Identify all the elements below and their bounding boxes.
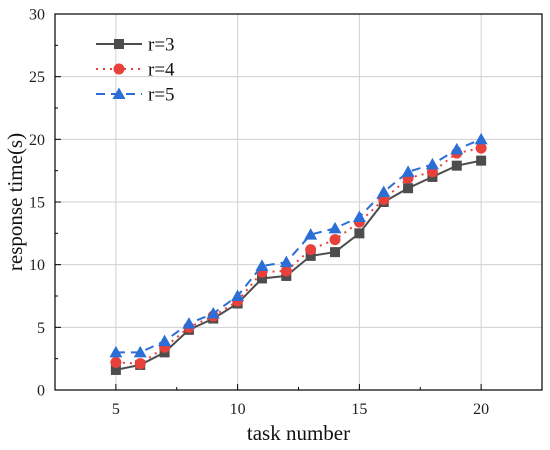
legend-item-r-4: r=4 [96, 60, 175, 81]
x-tick-label: 20 [473, 401, 489, 418]
data-point-r-3 [403, 183, 414, 194]
legend: r=3 r=4 r=5 [96, 35, 175, 106]
data-point-r-3 [354, 228, 365, 239]
data-point-r-5 [304, 228, 318, 240]
legend-label: r=5 [148, 85, 175, 106]
data-point-r-5 [231, 289, 245, 301]
x-tick-label: 15 [351, 401, 367, 418]
legend-label: r=3 [148, 35, 175, 56]
y-tick-label: 30 [29, 7, 45, 24]
y-axis-title: response time(s) [3, 133, 27, 271]
data-point-r-5 [377, 185, 391, 197]
data-point-r-3 [256, 273, 267, 284]
legend-item-r-5: r=5 [96, 85, 175, 106]
y-tick-label: 10 [29, 257, 45, 274]
data-point-r-3 [330, 247, 341, 258]
data-point-r-5 [279, 255, 293, 268]
data-point-r-4 [475, 142, 487, 154]
data-point-r-3 [451, 160, 462, 171]
data-point-r-4 [110, 356, 122, 368]
series-line-r-4 [115, 147, 482, 365]
data-point-r-5 [133, 345, 147, 358]
data-point-r-3 [476, 155, 487, 166]
axis-ticks: 5 10 15 20 0 5 10 15 20 25 30 [29, 7, 489, 419]
data-point-r-5 [328, 221, 342, 234]
data-point-r-5 [158, 334, 172, 347]
data-point-r-4 [329, 234, 341, 246]
x-tick-label: 5 [112, 401, 120, 418]
y-tick-label: 15 [29, 195, 45, 212]
data-point-r-4 [305, 244, 317, 256]
x-axis-title: task number [247, 421, 350, 445]
legend-marker [113, 63, 125, 75]
series-r-5 [109, 132, 488, 358]
data-point-r-5 [109, 345, 123, 358]
legend-label: r=4 [148, 60, 175, 81]
data-point-r-5 [255, 259, 269, 271]
data-point-r-5 [182, 317, 196, 329]
data-point-r-3 [305, 250, 316, 261]
data-point-r-4 [134, 358, 146, 370]
data-point-r-3 [110, 364, 121, 375]
data-point-r-5 [474, 132, 488, 145]
series-group [109, 132, 488, 375]
series-line-r-3 [115, 159, 482, 371]
data-point-r-5 [425, 157, 439, 170]
y-tick-label: 20 [29, 132, 45, 149]
x-tick-label: 10 [230, 401, 246, 418]
data-point-r-4 [280, 265, 292, 277]
y-tick-label: 25 [29, 69, 45, 86]
data-point-r-5 [450, 142, 464, 155]
legend-item-r-3: r=3 [96, 35, 175, 56]
data-point-r-5 [352, 210, 366, 223]
series-line-r-5 [115, 138, 482, 354]
data-point-r-5 [206, 307, 220, 319]
data-point-r-5 [401, 165, 415, 177]
legend-marker [114, 39, 124, 49]
legend-marker [112, 87, 126, 99]
y-tick-label: 5 [37, 320, 45, 337]
y-tick-label: 0 [37, 383, 45, 400]
